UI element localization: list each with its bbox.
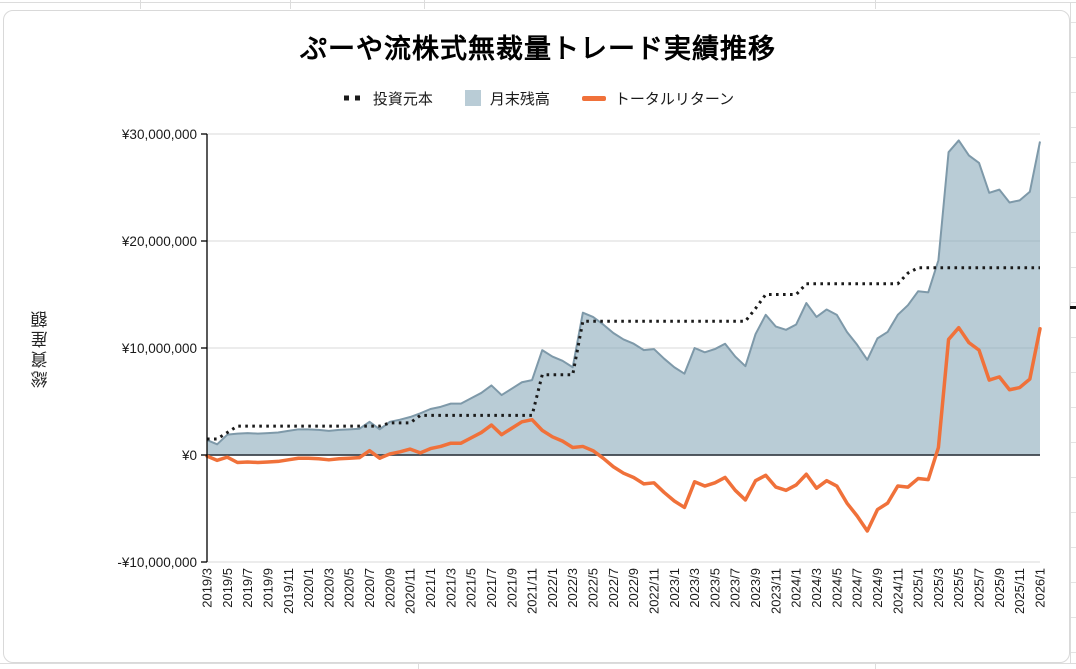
spreadsheet-col-line — [418, 663, 419, 669]
x-tick-label: 2023/5 — [707, 568, 722, 608]
x-tick-label: 2022/9 — [626, 568, 641, 608]
x-tick-label: 2024/7 — [850, 568, 865, 608]
legend-item-return[interactable]: トータルリターン — [581, 88, 735, 109]
x-tick-label: 2026/1 — [1033, 568, 1048, 608]
spreadsheet-row-stub — [1071, 652, 1076, 653]
x-tick-label: 2020/11 — [403, 568, 418, 614]
x-tick-label: 2023/7 — [728, 568, 743, 608]
spreadsheet-row-stub — [1071, 407, 1076, 408]
spreadsheet-col-line — [424, 0, 425, 9]
x-tick-label: 2019/7 — [240, 568, 255, 608]
x-tick-label: 2025/7 — [972, 568, 987, 608]
spreadsheet-row-stub — [1071, 92, 1076, 93]
x-tick-label: 2022/5 — [586, 568, 601, 608]
x-tick-label: 2020/3 — [321, 568, 336, 608]
x-tick-label: 2025/3 — [931, 568, 946, 608]
x-tick-label: 2019/11 — [281, 568, 296, 614]
x-tick-label: 2024/3 — [809, 568, 824, 608]
x-tick-label: 2023/1 — [667, 568, 682, 608]
spreadsheet-col-line — [290, 0, 291, 9]
spreadsheet-row-line-top — [0, 2, 1076, 3]
x-tick-label: 2024/1 — [789, 568, 804, 608]
y-tick-label: ¥0 — [181, 448, 197, 463]
x-tick-label: 2021/7 — [484, 568, 499, 608]
balance-area-outline — [206, 139, 1041, 446]
x-tick-label: 2024/5 — [829, 568, 844, 608]
legend: 投資元本 月末残高 トータルリターン — [0, 87, 1076, 109]
x-tick-label: 2023/3 — [687, 568, 702, 608]
x-tick-label: 2023/11 — [768, 568, 783, 614]
balance-area — [207, 140, 1040, 456]
x-tick-label: 2024/9 — [870, 568, 885, 608]
x-tick-label: 2021/5 — [464, 568, 479, 608]
spreadsheet-col-line — [140, 0, 141, 9]
x-tick-label: 2025/1 — [911, 568, 926, 608]
spreadsheet-row-stub — [1071, 57, 1076, 58]
x-tick-label: 2019/5 — [220, 568, 235, 608]
x-tick-label: 2022/7 — [606, 568, 621, 608]
spreadsheet-row-stub — [1071, 547, 1076, 548]
y-tick-label: ¥30,000,000 — [121, 127, 197, 142]
spreadsheet-row-stub — [1071, 477, 1076, 478]
area-swatch-icon — [464, 90, 481, 106]
y-tick-label: -¥10,000,000 — [117, 555, 197, 570]
x-tick-label: 2020/7 — [362, 568, 377, 608]
x-tick-label: 2025/11 — [1012, 568, 1027, 614]
x-tick-label: 2021/11 — [525, 568, 540, 614]
x-tick-label: 2019/9 — [260, 568, 275, 608]
spreadsheet-row-stub — [1071, 232, 1076, 233]
spreadsheet-row-stub — [1071, 372, 1076, 373]
x-tick-label: 2025/9 — [992, 568, 1007, 608]
spreadsheet-row-stub — [1071, 302, 1076, 303]
principal-line — [207, 266, 1040, 441]
return-line — [205, 325, 1042, 533]
chart-title: ぷーや流株式無裁量トレード実績推移 — [300, 34, 776, 64]
legend-item-balance[interactable]: 月末残高 — [464, 88, 550, 109]
spreadsheet-row-stub — [1071, 512, 1076, 513]
x-tick-label: 2022/11 — [646, 568, 661, 614]
x-tick-label: 2025/5 — [951, 568, 966, 608]
spreadsheet-row-stub — [1071, 127, 1076, 128]
x-tick-label: 2019/3 — [200, 568, 215, 608]
x-tick-label: 2020/5 — [342, 568, 357, 608]
x-tick-label: 2022/1 — [545, 568, 560, 608]
line-swatch-icon — [581, 95, 606, 101]
x-tick-label: 2021/9 — [504, 568, 519, 608]
spreadsheet-row-stub — [1071, 267, 1076, 268]
x-tick-label: 2021/1 — [423, 568, 438, 608]
spreadsheet-row-stub — [1071, 162, 1076, 163]
spreadsheet-row-line-bottom — [0, 663, 1076, 664]
spreadsheet-col-line-right — [1070, 2, 1071, 663]
legend-label: 投資元本 — [372, 90, 433, 108]
spreadsheet-col-line — [875, 663, 876, 669]
spreadsheet-row-stub — [1071, 337, 1076, 338]
legend-item-principal[interactable]: 投資元本 — [342, 88, 433, 109]
spreadsheet-row-stub — [1071, 442, 1076, 443]
x-tick-label: 2020/9 — [382, 568, 397, 608]
spreadsheet-row-stub — [1071, 582, 1076, 583]
y-tick-label: ¥10,000,000 — [121, 341, 197, 356]
x-tick-label: 2023/9 — [748, 568, 763, 608]
legend-label: 月末残高 — [489, 90, 550, 108]
y-tick-label: ¥20,000,000 — [121, 234, 197, 249]
x-tick-label: 2024/11 — [890, 568, 905, 614]
legend-label: トータルリターン — [614, 90, 735, 108]
spreadsheet-col-line — [875, 0, 876, 9]
spreadsheet-row-stub — [1071, 617, 1076, 618]
x-tick-label: 2021/3 — [443, 568, 458, 608]
x-tick-label: 2020/1 — [301, 568, 316, 608]
x-tick-label: 2022/3 — [565, 568, 580, 608]
spreadsheet-row-stub — [1071, 197, 1076, 198]
dotted-line-swatch-icon — [343, 95, 362, 101]
spreadsheet-row-stub — [1071, 22, 1076, 23]
sheet-tick-mark — [1068, 306, 1076, 309]
